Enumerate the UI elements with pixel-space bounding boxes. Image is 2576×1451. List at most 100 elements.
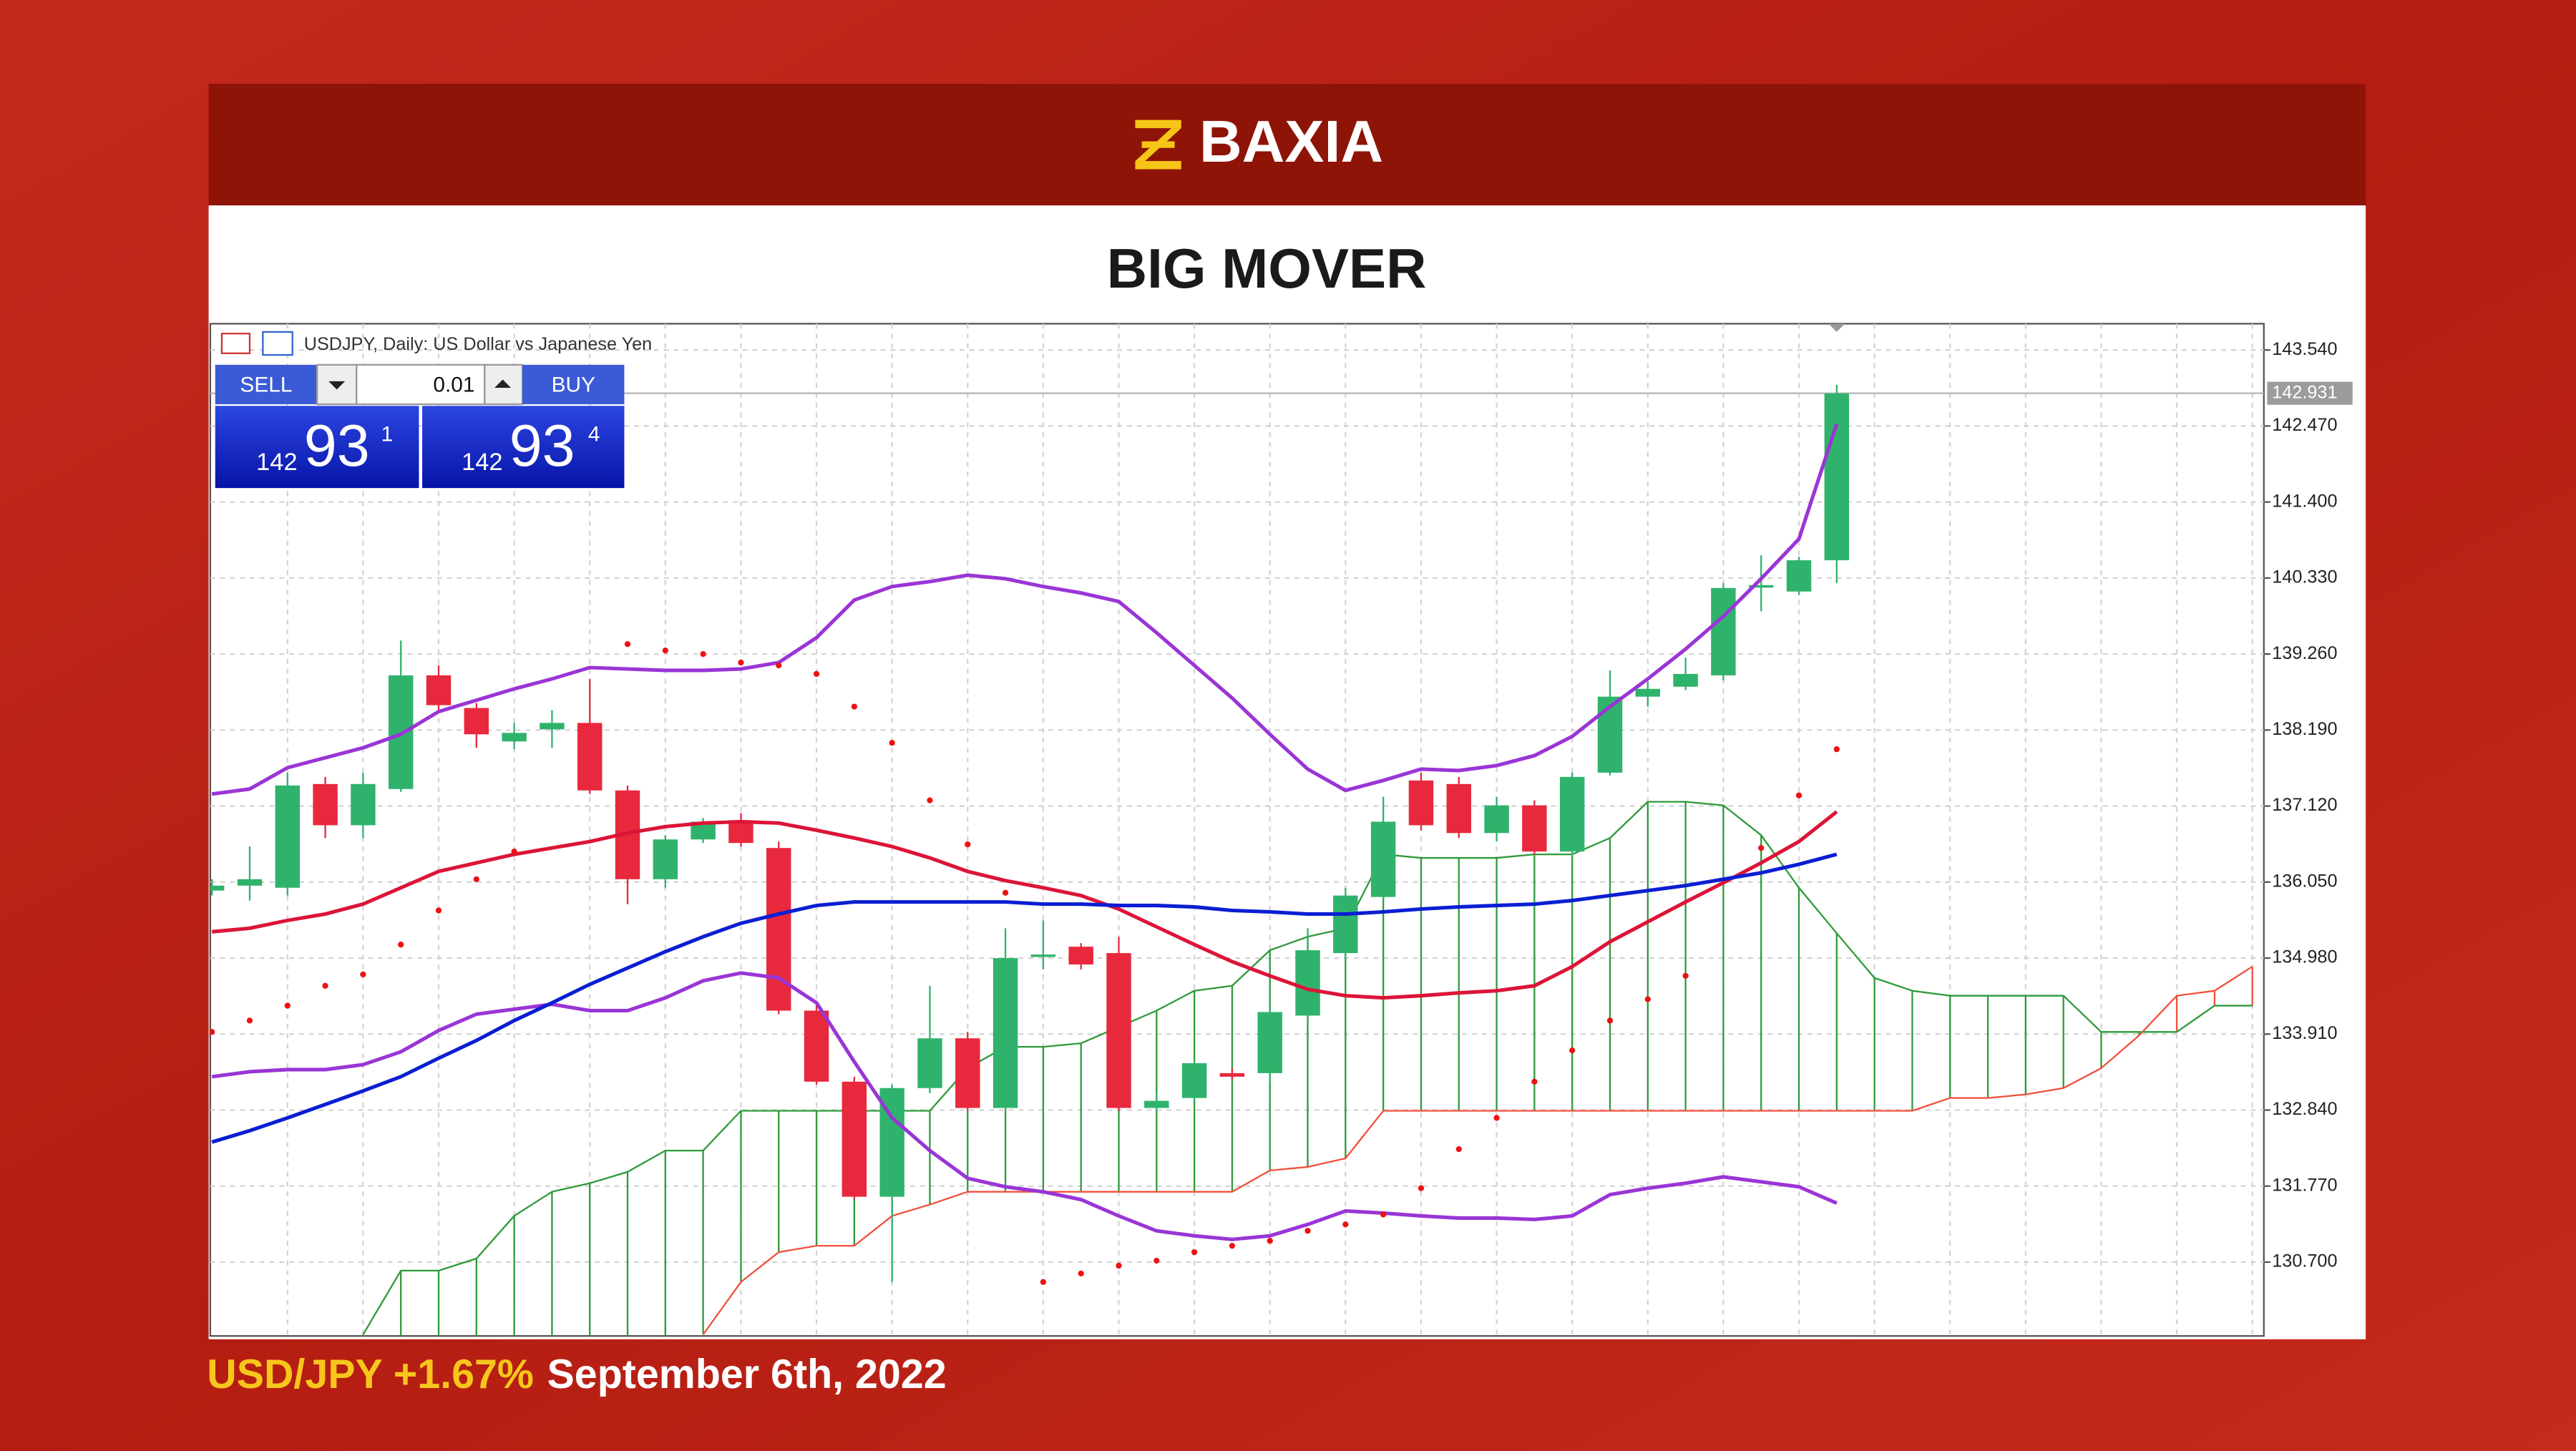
sar-dot: [1493, 1115, 1500, 1121]
cloud-span-b: [702, 965, 2253, 1335]
ask-quote[interactable]: [422, 406, 625, 489]
candle-body: [1370, 821, 1396, 897]
trade-panel: SELL 0.01 BUY 142 93 1 142 93 4: [215, 363, 625, 489]
candle-body: [1181, 1062, 1207, 1098]
sar-dot: [1682, 972, 1689, 979]
candle-body: [210, 885, 225, 891]
logo-icon: [1135, 119, 1181, 170]
sar-dot: [1040, 1279, 1047, 1285]
candle-body: [502, 733, 527, 742]
y-tick-label: 131.770: [2272, 1175, 2337, 1195]
ask-big: 142: [462, 449, 502, 476]
caption-date: September 6th, 2022: [547, 1352, 947, 1397]
candle-body: [1257, 1012, 1282, 1073]
candle-body: [1673, 673, 1698, 687]
indicator-line: [211, 971, 1838, 1241]
candle-body: [1446, 783, 1471, 834]
candle-body: [1068, 947, 1093, 964]
sar-dot: [662, 648, 668, 654]
sar-dot: [813, 670, 820, 678]
candle-body: [1219, 1073, 1245, 1077]
candle-body: [1333, 895, 1358, 954]
y-tick-label: 132.840: [2272, 1099, 2337, 1119]
y-tick-label: 139.260: [2272, 643, 2337, 663]
chart-title: USDJPY, Daily: US Dollar vs Japanese Yen: [304, 334, 652, 354]
sar-dot: [1455, 1145, 1462, 1153]
sar-dot: [435, 907, 442, 914]
sar-dot: [1153, 1257, 1160, 1264]
ask-point: 4: [588, 423, 600, 446]
sar-dot: [1418, 1185, 1425, 1191]
y-tick-label: 136.050: [2272, 871, 2337, 891]
sar-dot: [1758, 845, 1765, 851]
logo-text: BAXIA: [1199, 108, 1383, 175]
sar-dot: [624, 641, 631, 648]
sar-dot: [398, 942, 404, 948]
lot-field[interactable]: [356, 363, 486, 406]
last-price-label: 142.931: [2272, 382, 2337, 402]
candle-body: [313, 783, 338, 826]
candle-body: [577, 723, 602, 791]
candle-body: [1408, 780, 1434, 826]
plot-area: [209, 323, 2265, 1337]
page-title: BIG MOVER: [1107, 237, 1427, 300]
sar-dot: [1342, 1221, 1349, 1228]
y-tick-label: 138.190: [2272, 719, 2337, 739]
candle-body: [1597, 696, 1623, 773]
indicator-line: [211, 810, 1838, 1000]
sar-dot: [1078, 1270, 1084, 1276]
sar-dot: [1002, 889, 1009, 896]
y-tick-label: 133.910: [2272, 1023, 2337, 1043]
candle-body: [1749, 585, 1774, 588]
sar-dot: [1267, 1238, 1273, 1244]
sar-dot: [1116, 1262, 1122, 1269]
sell-label: SELL: [240, 373, 292, 397]
candle-body: [1786, 560, 1812, 592]
candle-body: [1635, 688, 1661, 697]
sar-dot: [1644, 996, 1651, 1002]
indicator-line: [211, 852, 1838, 1144]
y-tick-label: 141.400: [2272, 491, 2337, 511]
marker-triangle: [1828, 323, 1845, 332]
bid-big: 142: [256, 449, 297, 476]
candle-body: [992, 958, 1018, 1108]
sar-dot: [776, 662, 782, 669]
sar-dot: [511, 848, 517, 855]
sar-dot: [1380, 1211, 1387, 1218]
candle-body: [804, 1010, 829, 1082]
sar-dot: [1569, 1047, 1576, 1054]
sar-dot: [210, 1029, 215, 1035]
sar-dot: [360, 971, 366, 978]
y-tick-label: 137.120: [2272, 795, 2337, 815]
y-tick-label: 143.540: [2272, 339, 2337, 359]
sar-dot: [1229, 1243, 1236, 1249]
candle-body: [728, 821, 753, 844]
candle-body: [388, 675, 414, 789]
candle-body: [1824, 393, 1850, 561]
plot: [210, 323, 2264, 1337]
indicator-line: [211, 423, 1839, 796]
candle-body: [540, 723, 565, 730]
candle-body: [1522, 805, 1547, 852]
sell-button[interactable]: [215, 364, 318, 404]
sar-dot: [473, 876, 479, 882]
bid-point: 1: [381, 423, 394, 446]
sar-dot: [1191, 1249, 1198, 1256]
candle-body: [464, 708, 489, 735]
candle-body: [766, 848, 791, 1011]
candle-body: [653, 839, 678, 879]
buy-button[interactable]: [522, 364, 625, 404]
bid-quote[interactable]: [215, 406, 419, 489]
chart-header: USDJPY, Daily: US Dollar vs Japanese Yen: [220, 331, 652, 356]
y-tick-label: 140.330: [2272, 567, 2337, 587]
sar-dot: [700, 650, 706, 658]
ask-pips: 93: [509, 412, 575, 479]
y-tick-label: 130.700: [2272, 1251, 2337, 1271]
sar-dot: [851, 703, 858, 710]
candle-body: [275, 785, 301, 888]
sar-dot: [965, 841, 971, 848]
lot-up[interactable]: [484, 363, 524, 406]
candle-body: [237, 879, 263, 886]
